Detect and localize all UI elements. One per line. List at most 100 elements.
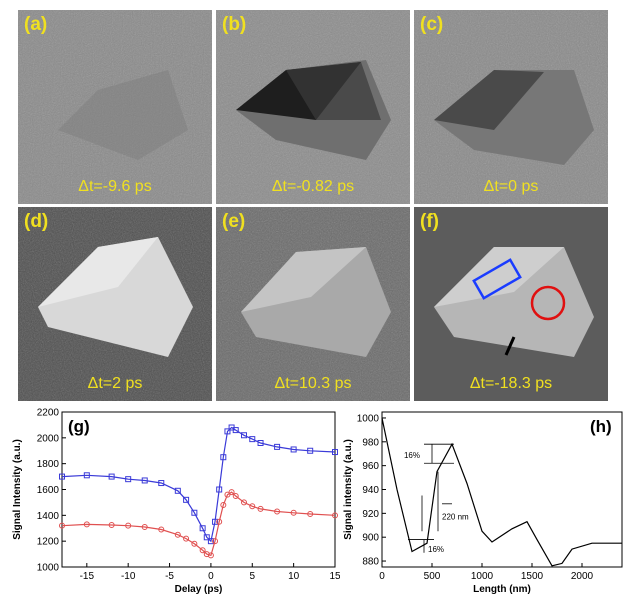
x-tick-label: -5 — [165, 571, 174, 582]
chart-g: -15 -10 -5 0 5 10 15 1000 1200 1400 1600 1800 2000 22… — [12, 408, 340, 596]
y-tick-label: 960 — [362, 461, 379, 472]
data-point — [183, 535, 190, 542]
tem-image-d — [18, 207, 212, 401]
y-tick-label: 1200 — [37, 537, 60, 548]
panel-d: (d) Δt=2 ps — [18, 207, 212, 401]
panel-label: (f) — [420, 211, 439, 232]
data-point — [332, 512, 338, 519]
data-point — [249, 436, 256, 443]
data-point — [174, 531, 181, 538]
data-point — [183, 496, 190, 503]
panel-c: (c) Δt=0 ps — [414, 10, 608, 204]
data-point — [83, 472, 90, 479]
data-point — [274, 508, 281, 515]
blue-roi-box — [472, 258, 522, 300]
panel-label: (c) — [420, 14, 444, 35]
y-tick-label: 900 — [362, 533, 379, 544]
data-point — [216, 518, 223, 525]
data-point — [108, 522, 115, 529]
data-point — [224, 491, 231, 498]
data-point — [249, 503, 256, 510]
x-tick-label: 500 — [424, 571, 441, 582]
chart-h: 0 500 1000 1500 2000 880 900 920 940 960 980 1000 Le… — [343, 411, 623, 595]
data-point — [207, 552, 214, 559]
data-point — [216, 486, 223, 493]
y-tick-label: 980 — [362, 437, 379, 448]
annotation-label: 16% — [428, 545, 444, 554]
data-point — [108, 473, 115, 480]
data-point — [158, 526, 165, 533]
delta-t-label: Δt=10.3 ps — [274, 375, 352, 392]
data-point — [232, 427, 239, 434]
y-axis-label: Signal intensity (a.u.) — [343, 439, 354, 540]
data-point — [203, 551, 210, 558]
data-point — [220, 454, 227, 461]
data-point — [125, 476, 132, 483]
data-point — [274, 443, 281, 450]
data-point — [199, 525, 206, 532]
x-tick-label: -15 — [80, 571, 95, 582]
delta-t-label: Δt=0 ps — [483, 178, 539, 195]
annotation-label: 220 nm — [442, 512, 469, 521]
plot-frame — [381, 411, 623, 568]
panel-label: (g) — [68, 417, 90, 436]
delta-t-label: Δt=-9.6 ps — [78, 178, 152, 195]
data-point — [257, 440, 264, 446]
panel-f: (f) Δt=-18.3 ps — [414, 207, 608, 401]
tem-image-f — [414, 207, 608, 401]
data-point — [212, 538, 219, 545]
data-point — [307, 511, 314, 518]
y-axis-label: Signal Intensity (a.u.) — [12, 439, 23, 540]
delta-t-label: Δt=2 ps — [87, 375, 143, 392]
data-point — [125, 522, 132, 529]
panel-label: (h) — [590, 417, 612, 436]
data-point — [158, 480, 165, 487]
data-point — [224, 428, 231, 435]
y-tick-label: 1400 — [37, 511, 60, 522]
y-tick-label: 2200 — [37, 408, 60, 419]
y-tick-label: 880 — [362, 557, 379, 568]
data-point — [307, 447, 314, 454]
delta-t-label: Δt=-18.3 ps — [469, 375, 553, 392]
series-line — [61, 491, 336, 557]
red-roi-circle — [530, 285, 566, 321]
x-tick-label: 1000 — [471, 571, 494, 582]
x-tick-label: 5 — [249, 571, 255, 582]
line-profile-marker — [504, 336, 516, 356]
data-point — [199, 547, 206, 554]
x-tick-label: 2000 — [571, 571, 594, 582]
plot-frame — [61, 411, 336, 568]
data-point — [141, 477, 148, 484]
panel-label: (e) — [222, 211, 246, 232]
x-tick-label: 0 — [208, 571, 214, 582]
data-point — [191, 509, 198, 516]
data-point — [290, 509, 297, 516]
data-point — [174, 487, 181, 494]
y-tick-label: 1800 — [37, 459, 60, 470]
data-point — [228, 489, 235, 496]
data-point — [207, 538, 214, 545]
x-tick-label: 10 — [288, 571, 300, 582]
data-point — [290, 446, 297, 453]
y-tick-label: 1000 — [37, 563, 60, 574]
tem-image-e — [216, 207, 410, 401]
data-point — [232, 492, 239, 499]
x-axis-label: Delay (ps) — [175, 584, 223, 595]
y-tick-label: 1600 — [37, 485, 60, 496]
data-point — [212, 518, 219, 525]
x-tick-label: 15 — [329, 571, 340, 582]
data-point — [141, 523, 148, 530]
data-point — [241, 432, 247, 439]
x-tick-label: -10 — [121, 571, 136, 582]
panel-label: (a) — [24, 14, 48, 35]
panel-label: (d) — [24, 211, 49, 232]
y-tick-label: 940 — [362, 485, 379, 496]
panel-e: (e) Δt=10.3 ps — [216, 207, 410, 401]
data-point — [191, 540, 198, 547]
data-point — [332, 449, 338, 456]
x-tick-label: 0 — [379, 571, 385, 582]
x-axis-label: Length (nm) — [473, 584, 531, 595]
tem-image-b — [216, 10, 410, 204]
data-point — [220, 502, 227, 508]
data-point — [59, 522, 65, 529]
